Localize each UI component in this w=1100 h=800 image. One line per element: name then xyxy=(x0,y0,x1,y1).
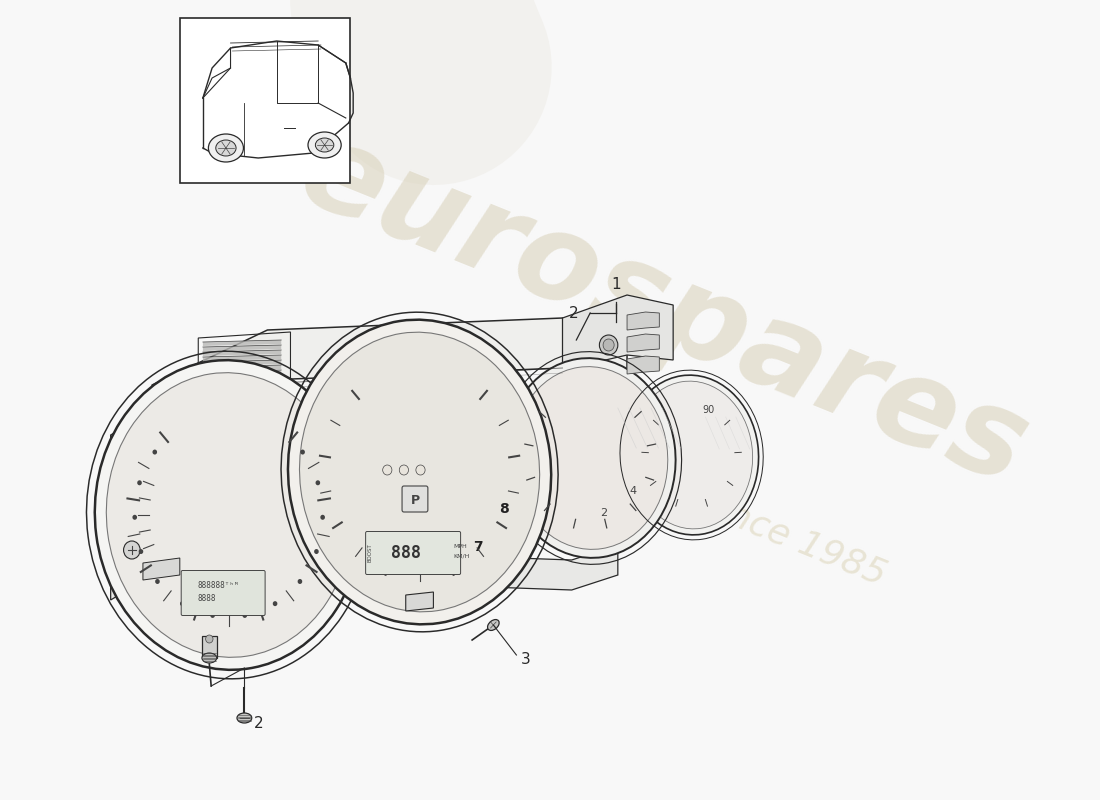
Circle shape xyxy=(138,480,142,486)
Ellipse shape xyxy=(95,360,363,670)
Ellipse shape xyxy=(630,381,752,529)
Text: BOOST: BOOST xyxy=(367,544,372,562)
FancyBboxPatch shape xyxy=(182,570,265,615)
Ellipse shape xyxy=(208,134,243,162)
Polygon shape xyxy=(627,356,659,374)
Circle shape xyxy=(320,514,324,520)
Text: 3: 3 xyxy=(521,651,531,666)
Polygon shape xyxy=(202,365,282,371)
Ellipse shape xyxy=(202,653,217,663)
Text: 2: 2 xyxy=(569,306,579,321)
Text: MPH: MPH xyxy=(453,543,468,549)
Text: 2: 2 xyxy=(254,715,263,730)
Polygon shape xyxy=(202,385,282,391)
Polygon shape xyxy=(627,312,659,330)
Circle shape xyxy=(316,480,320,486)
Text: eurospares: eurospares xyxy=(284,111,1044,509)
Text: 888: 888 xyxy=(390,544,420,562)
Polygon shape xyxy=(111,435,134,468)
Text: 888888ᵀʰᴹ: 888888ᵀʰᴹ xyxy=(197,581,239,590)
Text: 8888: 8888 xyxy=(197,594,216,603)
Circle shape xyxy=(153,450,157,454)
FancyBboxPatch shape xyxy=(402,486,428,512)
Ellipse shape xyxy=(216,140,236,156)
Ellipse shape xyxy=(505,358,675,558)
Polygon shape xyxy=(202,375,282,381)
Ellipse shape xyxy=(316,138,333,152)
Text: 90: 90 xyxy=(702,405,714,415)
Polygon shape xyxy=(111,410,152,570)
Polygon shape xyxy=(627,334,659,352)
Circle shape xyxy=(206,635,213,643)
Ellipse shape xyxy=(487,619,499,630)
Polygon shape xyxy=(202,355,282,361)
Circle shape xyxy=(132,514,138,520)
Polygon shape xyxy=(562,295,673,370)
Circle shape xyxy=(155,579,160,584)
Text: 7: 7 xyxy=(473,540,483,554)
Polygon shape xyxy=(152,318,627,435)
Text: 2: 2 xyxy=(601,508,607,518)
Ellipse shape xyxy=(288,320,551,624)
Circle shape xyxy=(600,335,618,355)
Polygon shape xyxy=(202,345,282,351)
Text: KM/H: KM/H xyxy=(453,554,470,558)
Bar xyxy=(179,18,351,183)
Ellipse shape xyxy=(308,132,341,158)
Polygon shape xyxy=(406,592,433,611)
Text: 4: 4 xyxy=(630,486,637,496)
Circle shape xyxy=(315,549,319,554)
Text: P: P xyxy=(410,494,419,506)
Circle shape xyxy=(273,601,277,606)
Polygon shape xyxy=(202,636,217,658)
Ellipse shape xyxy=(107,373,351,658)
Polygon shape xyxy=(202,370,282,376)
Polygon shape xyxy=(202,360,282,366)
Circle shape xyxy=(416,465,425,475)
Polygon shape xyxy=(202,380,282,386)
Polygon shape xyxy=(111,500,134,523)
Text: 8: 8 xyxy=(498,502,508,516)
Ellipse shape xyxy=(625,375,759,535)
FancyBboxPatch shape xyxy=(365,531,461,574)
Circle shape xyxy=(603,339,614,351)
Circle shape xyxy=(139,549,143,554)
Circle shape xyxy=(210,613,214,618)
Circle shape xyxy=(399,465,408,475)
Ellipse shape xyxy=(299,332,540,612)
Polygon shape xyxy=(111,470,134,497)
Polygon shape xyxy=(202,350,282,356)
Circle shape xyxy=(123,541,140,559)
Text: 1: 1 xyxy=(612,277,620,292)
Polygon shape xyxy=(202,340,282,346)
Polygon shape xyxy=(111,545,618,600)
Circle shape xyxy=(180,601,185,606)
Ellipse shape xyxy=(236,713,252,723)
Polygon shape xyxy=(202,390,282,396)
Text: a parts specialist since 1985: a parts specialist since 1985 xyxy=(400,368,891,592)
Circle shape xyxy=(383,465,392,475)
Circle shape xyxy=(298,579,302,584)
Text: 6: 6 xyxy=(433,561,443,575)
Circle shape xyxy=(300,450,305,454)
Ellipse shape xyxy=(513,366,668,550)
Circle shape xyxy=(242,613,248,618)
Polygon shape xyxy=(143,558,179,580)
